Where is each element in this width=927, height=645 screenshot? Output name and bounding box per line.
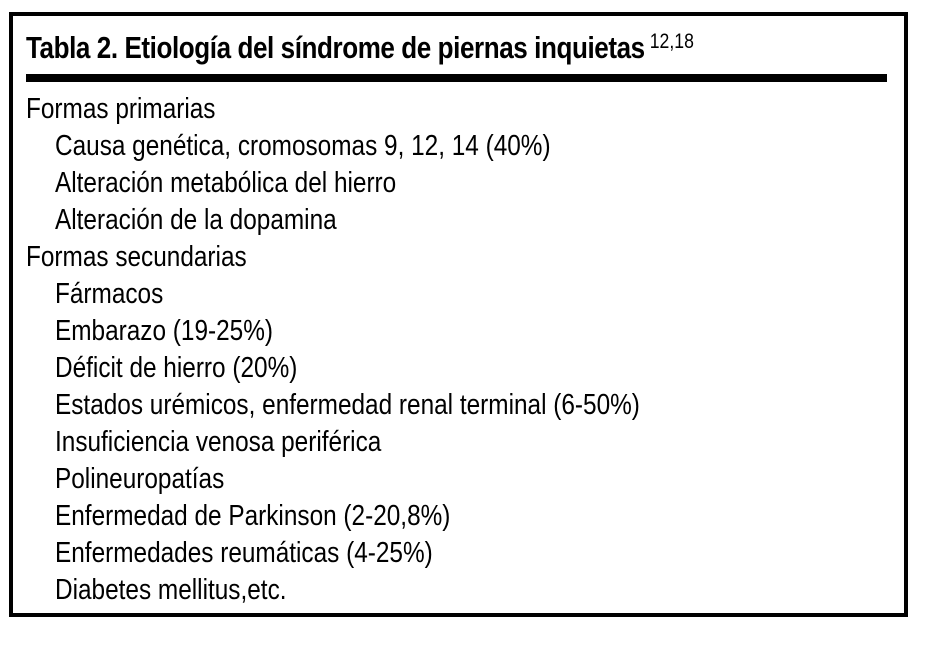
etiology-item: Diabetes mellitus,etc. <box>26 572 887 609</box>
section-heading-primarias: Formas primarias <box>26 91 887 128</box>
section-heading-label: Formas secundarias <box>26 241 247 273</box>
table-container: Tabla 2. Etiología del síndrome de piern… <box>9 12 908 617</box>
etiology-item: Fármacos <box>26 276 887 313</box>
section-heading-label: Formas primarias <box>26 93 216 125</box>
section-heading-secundarias: Formas secundarias <box>26 239 887 276</box>
etiology-item: Polineuropatías <box>26 461 887 498</box>
table-title-row: Tabla 2. Etiología del síndrome de piern… <box>26 26 887 70</box>
etiology-item-label: Alteración de la dopamina <box>55 204 337 236</box>
etiology-item-label: Insuficiencia venosa periférica <box>55 426 382 458</box>
etiology-item: Embarazo (19-25%) <box>26 313 887 350</box>
etiology-item-label: Estados urémicos, enfermedad renal termi… <box>55 389 640 421</box>
etiology-item: Insuficiencia venosa periférica <box>26 424 887 461</box>
etiology-item: Enfermedades reumáticas (4-25%) <box>26 535 887 572</box>
table-body: Formas primarias Causa genética, cromoso… <box>26 91 887 609</box>
etiology-item: Déficit de hierro (20%) <box>26 350 887 387</box>
etiology-item: Estados urémicos, enfermedad renal termi… <box>26 387 887 424</box>
etiology-item-label: Causa genética, cromosomas 9, 12, 14 (40… <box>55 130 551 162</box>
etiology-item-label: Alteración metabólica del hierro <box>55 167 397 199</box>
etiology-item-label: Polineuropatías <box>55 463 225 495</box>
etiology-item-label: Déficit de hierro (20%) <box>55 352 298 384</box>
etiology-item: Causa genética, cromosomas 9, 12, 14 (40… <box>26 128 887 165</box>
etiology-item-label: Enfermedades reumáticas (4-25%) <box>55 537 433 569</box>
etiology-item-label: Enfermedad de Parkinson (2-20,8%) <box>55 500 451 532</box>
etiology-item: Enfermedad de Parkinson (2-20,8%) <box>26 498 887 535</box>
etiology-item-label: Diabetes mellitus,etc. <box>55 574 287 606</box>
etiology-item-label: Fármacos <box>55 278 164 310</box>
title-divider-rule <box>26 74 887 82</box>
citation-superscript: 12,18 <box>649 30 694 53</box>
table-title: Tabla 2. Etiología del síndrome de piern… <box>26 30 694 66</box>
table-title-text: Tabla 2. Etiología del síndrome de piern… <box>26 30 645 65</box>
etiology-item: Alteración metabólica del hierro <box>26 165 887 202</box>
etiology-item: Alteración de la dopamina <box>26 202 887 239</box>
etiology-item-label: Embarazo (19-25%) <box>55 315 273 347</box>
